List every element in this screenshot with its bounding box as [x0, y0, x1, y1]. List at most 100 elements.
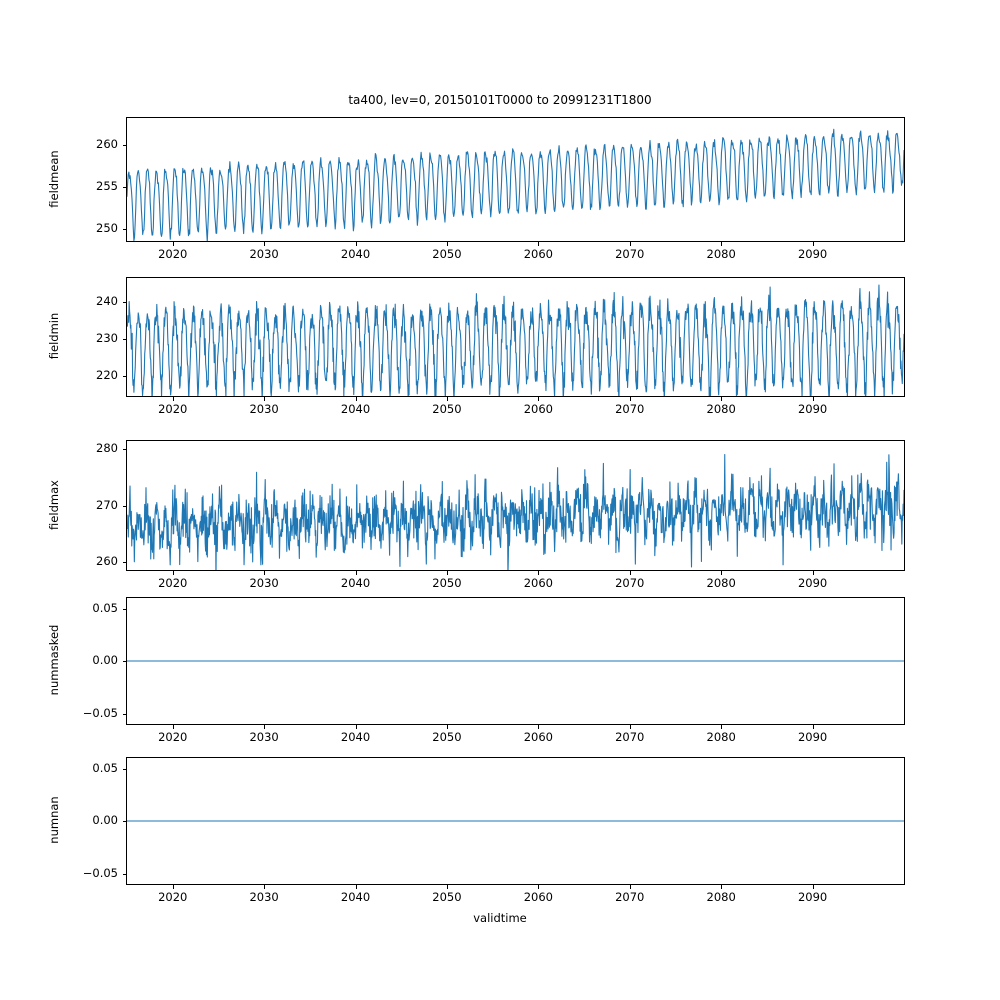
- x-tick-label-fieldmin-0: 2020: [158, 402, 188, 416]
- x-tick-label-fieldmin-7: 2090: [797, 402, 828, 416]
- x-tick-mark-fieldmin-3: [446, 397, 448, 401]
- x-tick-label-nummasked-7: 2090: [797, 730, 828, 744]
- y-tick-label-fieldmax-2: 280: [96, 441, 118, 456]
- x-tick-label-numnan-0: 2020: [158, 890, 188, 904]
- x-tick-label-fieldmin-2: 2040: [340, 402, 371, 416]
- y-tick-label-numnan-2: 0.05: [92, 760, 118, 775]
- x-tick-mark-fieldmean-4: [538, 242, 540, 246]
- y-tick-mark-numnan-1: [122, 821, 126, 822]
- y-tick-mark-nummasked-1: [122, 661, 126, 662]
- x-tick-label-fieldmax-5: 2070: [615, 576, 645, 590]
- x-tick-mark-numnan-7: [812, 885, 814, 889]
- axes-frame-numnan: [126, 757, 905, 885]
- x-tick-mark-fieldmean-2: [355, 242, 357, 246]
- x-tick-label-numnan-6: 2080: [706, 890, 736, 904]
- x-tick-mark-fieldmin-6: [721, 397, 723, 401]
- data-line-fieldmean: [127, 128, 904, 241]
- x-tick-label-fieldmax-7: 2090: [797, 576, 828, 590]
- x-tick-label-fieldmean-2: 2040: [340, 247, 371, 261]
- x-tick-label-fieldmean-3: 2050: [432, 247, 462, 261]
- x-tick-label-fieldmean-0: 2020: [158, 247, 188, 261]
- axes-frame-fieldmean: [126, 117, 905, 242]
- x-tick-label-fieldmax-2: 2040: [340, 576, 371, 590]
- figure-title: ta400, lev=0, 20150101T0000 to 20991231T…: [348, 93, 652, 107]
- x-tick-mark-nummasked-6: [721, 725, 723, 729]
- x-tick-mark-fieldmax-1: [264, 571, 266, 575]
- x-tick-label-numnan-5: 2070: [615, 890, 645, 904]
- x-tick-label-fieldmax-6: 2080: [706, 576, 736, 590]
- y-tick-mark-fieldmax-0: [122, 561, 126, 563]
- y-tick-mark-fieldmax-1: [122, 505, 126, 507]
- x-tick-label-nummasked-4: 2060: [523, 730, 553, 744]
- y-tick-label-fieldmax-1: 270: [96, 497, 118, 512]
- x-tick-label-nummasked-1: 2030: [249, 730, 279, 744]
- x-tick-label-nummasked-6: 2080: [706, 730, 736, 744]
- x-tick-label-nummasked-3: 2050: [432, 730, 462, 744]
- x-axis-label: validtime: [473, 911, 527, 925]
- x-tick-mark-numnan-5: [629, 885, 631, 889]
- axes-frame-fieldmin: [126, 277, 905, 397]
- subplot-fieldmax: [126, 440, 905, 571]
- y-tick-mark-nummasked-2: [122, 608, 126, 610]
- x-tick-label-fieldmax-4: 2060: [523, 576, 553, 590]
- x-tick-mark-fieldmean-5: [629, 242, 631, 246]
- y-tick-mark-fieldmean-2: [122, 144, 126, 146]
- data-line-fieldmax: [127, 453, 904, 570]
- y-tick-label-fieldmin-2: 240: [96, 293, 118, 308]
- x-tick-mark-nummasked-2: [355, 725, 357, 729]
- x-tick-mark-fieldmax-3: [446, 571, 448, 575]
- y-axis-label-numnan: numnan: [47, 796, 61, 844]
- x-tick-mark-fieldmean-3: [446, 242, 448, 246]
- x-tick-mark-fieldmean-0: [172, 242, 174, 246]
- y-tick-mark-nummasked-0: [122, 713, 126, 715]
- x-tick-mark-numnan-4: [538, 885, 540, 889]
- y-tick-label-fieldmin-0: 220: [96, 367, 118, 382]
- subplot-fieldmean: [126, 117, 905, 242]
- data-line-nummasked: [127, 660, 904, 662]
- y-tick-mark-fieldmean-1: [122, 187, 126, 189]
- x-tick-label-numnan-2: 2040: [340, 890, 371, 904]
- x-tick-label-fieldmean-1: 2030: [249, 247, 279, 261]
- y-tick-label-fieldmean-1: 255: [96, 179, 118, 194]
- x-tick-mark-numnan-6: [721, 885, 723, 889]
- y-tick-label-fieldmax-0: 260: [96, 553, 118, 568]
- x-tick-label-fieldmax-3: 2050: [432, 576, 462, 590]
- x-tick-mark-nummasked-0: [172, 725, 174, 729]
- y-tick-label-nummasked-2: 0.05: [92, 600, 118, 615]
- x-tick-label-fieldmean-6: 2080: [706, 247, 736, 261]
- y-tick-mark-fieldmin-2: [122, 301, 126, 303]
- x-tick-mark-fieldmax-7: [812, 571, 814, 575]
- x-tick-mark-fieldmax-6: [721, 571, 723, 575]
- x-tick-mark-fieldmin-2: [355, 397, 357, 401]
- y-tick-mark-fieldmin-0: [122, 375, 126, 377]
- y-tick-label-nummasked-0: −0.05: [82, 705, 118, 720]
- x-tick-mark-nummasked-5: [629, 725, 631, 729]
- x-tick-mark-fieldmean-6: [721, 242, 723, 246]
- data-line-fieldmin: [127, 284, 904, 396]
- x-tick-label-fieldmin-3: 2050: [432, 402, 462, 416]
- x-tick-label-fieldmin-5: 2070: [615, 402, 645, 416]
- x-tick-mark-fieldmax-2: [355, 571, 357, 575]
- x-tick-mark-fieldmin-1: [264, 397, 266, 401]
- x-tick-label-numnan-1: 2030: [249, 890, 279, 904]
- x-tick-label-nummasked-2: 2040: [340, 730, 371, 744]
- x-tick-mark-nummasked-7: [812, 725, 814, 729]
- x-tick-label-fieldmax-0: 2020: [158, 576, 188, 590]
- y-axis-label-nummasked: nummasked: [47, 624, 61, 696]
- y-tick-label-numnan-0: −0.05: [82, 865, 118, 880]
- x-tick-mark-fieldmean-1: [264, 242, 266, 246]
- x-tick-label-numnan-3: 2050: [432, 890, 462, 904]
- y-tick-label-numnan-1: 0.00: [92, 813, 118, 827]
- y-tick-mark-fieldmin-1: [122, 338, 126, 340]
- y-axis-label-fieldmax: fieldmax: [47, 479, 61, 530]
- x-tick-label-numnan-7: 2090: [797, 890, 828, 904]
- x-tick-mark-nummasked-4: [538, 725, 540, 729]
- x-tick-label-fieldmax-1: 2030: [249, 576, 279, 590]
- x-tick-label-fieldmin-4: 2060: [523, 402, 553, 416]
- y-tick-mark-numnan-0: [122, 873, 126, 875]
- y-tick-label-fieldmean-2: 260: [96, 136, 118, 151]
- x-tick-mark-fieldmin-5: [629, 397, 631, 401]
- x-tick-mark-numnan-1: [264, 885, 266, 889]
- x-tick-mark-fieldmax-0: [172, 571, 174, 575]
